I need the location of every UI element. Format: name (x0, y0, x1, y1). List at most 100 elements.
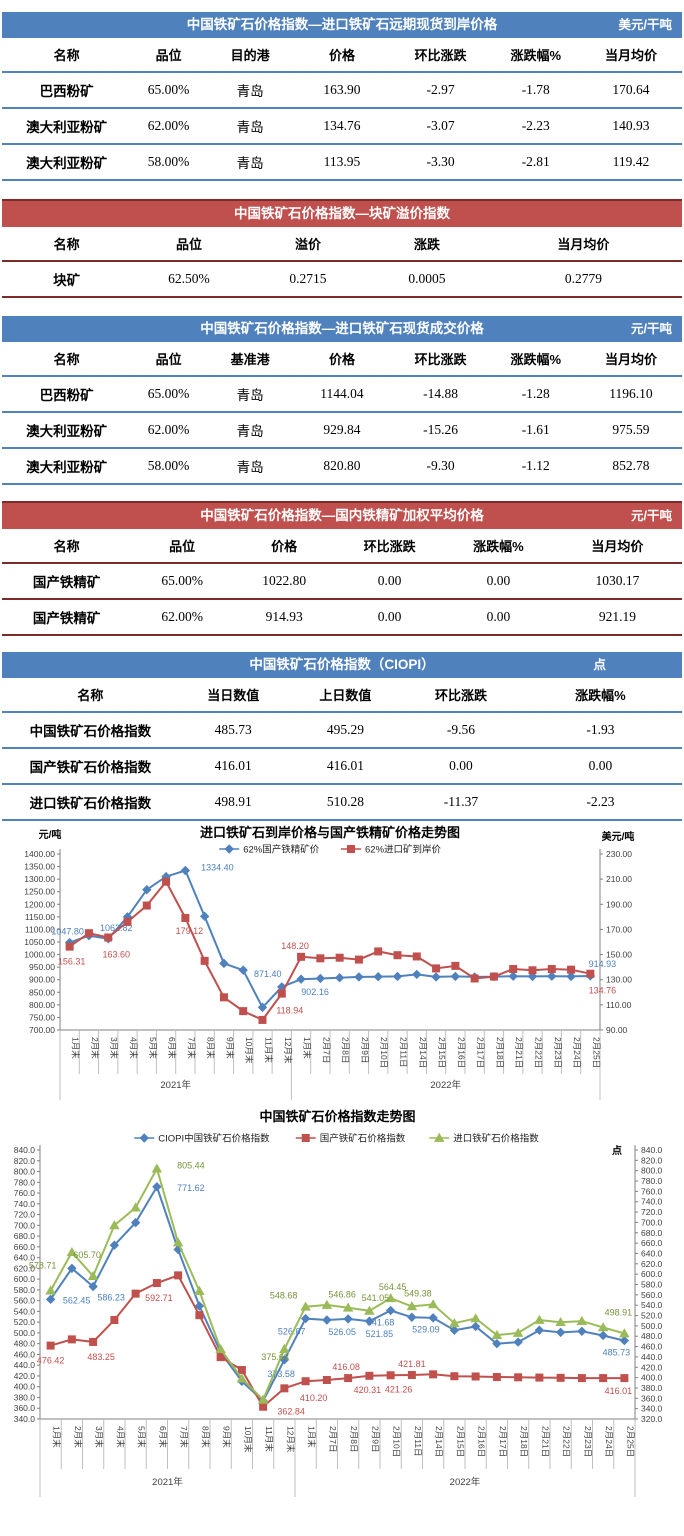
column-header: 名称 (2, 38, 132, 73)
left-axis-tick-label: 540.0 (14, 1306, 36, 1316)
value-cell: 65.00% (131, 563, 234, 600)
left-axis-tick-label: 950.00 (29, 962, 55, 972)
x-tick-label: 11月末 (264, 1426, 274, 1452)
square-marker-icon (344, 1374, 353, 1383)
table-head: 名称 品位 溢价 涨跌 当月均价 (2, 227, 682, 262)
x-tick-label: 2月7日 (321, 1037, 331, 1063)
left-axis-tick-label: 1400.00 (24, 849, 55, 859)
right-axis-tick-label: 190.00 (606, 899, 632, 909)
x-tick-label: 1月末 (71, 1037, 81, 1059)
triangle-marker-icon (342, 1302, 354, 1312)
value-cell: 青岛 (205, 412, 295, 449)
chart: 进口铁矿石到岸价格与国产铁精矿价格走势图 元/吨 美元/吨 62%国产铁精矿价 62%进… (24, 825, 635, 1100)
data-point-label: 902.16 (301, 987, 329, 997)
left-axis-tick-label: 480.0 (14, 1339, 36, 1349)
square-marker-icon (489, 972, 498, 981)
x-tick-label: 5月末 (137, 1426, 147, 1448)
row-name-cell: 国产铁矿石价格指数 (2, 748, 179, 785)
right-axis-tick-label: 440.0 (641, 1352, 663, 1362)
x-tick-label: 7月末 (179, 1426, 189, 1448)
value-cell: 914.93 (233, 599, 336, 636)
square-marker-icon (297, 952, 306, 961)
diamond-marker-icon (449, 1325, 460, 1335)
column-header: 当月均价 (579, 342, 682, 377)
left-axis-tick-label: 780.0 (14, 1177, 36, 1187)
x-tick-label: 12月末 (285, 1426, 295, 1453)
table-title-bar: 中国铁矿石价格指数—块矿溢价指数 (2, 199, 682, 227)
data-point-label: 1334.40 (201, 862, 234, 872)
x-tick-label: 1月末 (302, 1037, 312, 1059)
column-header: 涨跌幅% (491, 38, 580, 73)
triangle-marker-icon (300, 1301, 311, 1311)
price-table: 中国铁矿石价格指数—进口铁矿石远期现货到岸价格 美元/干吨 名称 品位 目的港 价格 环比涨… (2, 12, 682, 181)
data-point-label: 179.12 (176, 926, 204, 936)
table-row: 块矿 62.50% 0.2715 0.0005 0.2779 (2, 261, 682, 298)
row-name-cell: 国产铁精矿 (2, 563, 132, 600)
square-marker-icon (46, 1341, 55, 1350)
left-axis-tick-label: 1300.00 (24, 874, 55, 884)
square-marker-icon (142, 901, 151, 910)
x-tick-label: 2月25日 (625, 1426, 635, 1457)
diamond-marker-icon (527, 971, 538, 982)
table-row: 巴西粉矿 65.00% 青岛 1144.04 -14.88 -1.28 1196.10 (2, 376, 682, 413)
diamond-marker-icon (547, 971, 557, 981)
right-axis-tick-label: 840.0 (641, 1145, 663, 1155)
diamond-marker-icon (315, 973, 326, 984)
right-axis-tick-label: 800.0 (641, 1166, 663, 1176)
left-axis-tick-label: 380.0 (14, 1392, 36, 1402)
value-cell: 0.00 (335, 563, 444, 600)
x-tick-label: 2月末 (73, 1426, 83, 1448)
x-tick-label: 2月16日 (456, 1037, 466, 1068)
value-cell: 852.78 (579, 448, 682, 485)
diamond-marker-icon (199, 911, 210, 922)
table-title-bar: 中国铁矿石价格指数—国内铁精矿加权平均价格 元/干吨 (2, 501, 682, 529)
data-point-label: 914.93 (589, 959, 617, 969)
table-unit: 元/干吨 (631, 509, 672, 523)
x-tick-label: 2月15日 (455, 1426, 465, 1457)
right-axis-unit-label: 美元/吨 (602, 830, 635, 843)
column-header: 当月均价 (484, 227, 682, 262)
square-marker-icon (239, 1007, 248, 1016)
right-axis-tick-label: 360.0 (641, 1393, 663, 1403)
value-cell: 1144.04 (294, 376, 390, 413)
price-table: 中国铁矿石价格指数—国内铁精矿加权平均价格 元/干吨 名称 品位 价格 环比涨跌 涨跌幅% 当… (2, 501, 682, 636)
triangle-marker-icon (433, 1132, 445, 1142)
diamond-marker-icon (577, 1326, 587, 1337)
data-point-label: 134.76 (589, 986, 617, 996)
right-axis-tick-label: 640.0 (641, 1248, 663, 1258)
square-marker-icon (237, 1366, 246, 1375)
data-point-label: 526.67 (278, 1327, 306, 1337)
left-axis-tick-label: 440.0 (14, 1360, 36, 1370)
value-cell: -1.12 (491, 448, 580, 485)
table-row: 澳大利亚粉矿 62.00% 青岛 134.76 -3.07 -2.23 140.93 (2, 108, 682, 145)
x-tick-label: 1月末 (307, 1426, 317, 1448)
table-grid: 名称 品位 溢价 涨跌 当月均价 块矿 62.50% 0.2715 0.0005 0.2779 (2, 227, 682, 298)
value-cell: -2.23 (518, 784, 682, 821)
data-point-label: 871.40 (254, 969, 282, 979)
data-point-label: 118.94 (276, 1006, 303, 1016)
square-marker-icon (131, 1289, 140, 1298)
right-axis-tick-label: 720.0 (641, 1207, 663, 1217)
row-name-cell: 中国铁矿石价格指数 (2, 712, 179, 749)
x-tick-label: 2月7日 (328, 1426, 338, 1452)
data-point-label: 476.42 (37, 1356, 65, 1366)
column-header: 名称 (2, 227, 132, 262)
diamond-marker-icon (139, 1133, 149, 1143)
value-cell: 青岛 (205, 72, 295, 109)
diamond-marker-icon (428, 1313, 438, 1323)
left-axis-tick-label: 1350.00 (24, 862, 55, 872)
right-axis-tick-label: 500.0 (641, 1321, 663, 1331)
x-tick-label: 2月18日 (495, 1037, 505, 1068)
table-row: 巴西粉矿 65.00% 青岛 163.90 -2.97 -1.78 170.64 (2, 72, 682, 109)
left-axis-tick-label: 700.0 (14, 1220, 36, 1230)
right-axis-tick-label: 780.0 (641, 1176, 663, 1186)
data-point-label: 485.73 (603, 1348, 631, 1358)
left-axis-tick-label: 560.0 (14, 1296, 36, 1306)
x-tick-label: 2月24日 (604, 1426, 614, 1457)
left-axis-tick-label: 640.0 (14, 1253, 36, 1263)
legend-item-label: 62%进口矿到岸价 (365, 844, 442, 856)
left-axis-tick-label: 620.0 (14, 1263, 36, 1273)
table-body: 巴西粉矿 65.00% 青岛 1144.04 -14.88 -1.28 1196.10 澳大利… (2, 376, 682, 485)
data-point-label: 592.71 (145, 1293, 173, 1303)
value-cell: 921.19 (552, 599, 682, 636)
